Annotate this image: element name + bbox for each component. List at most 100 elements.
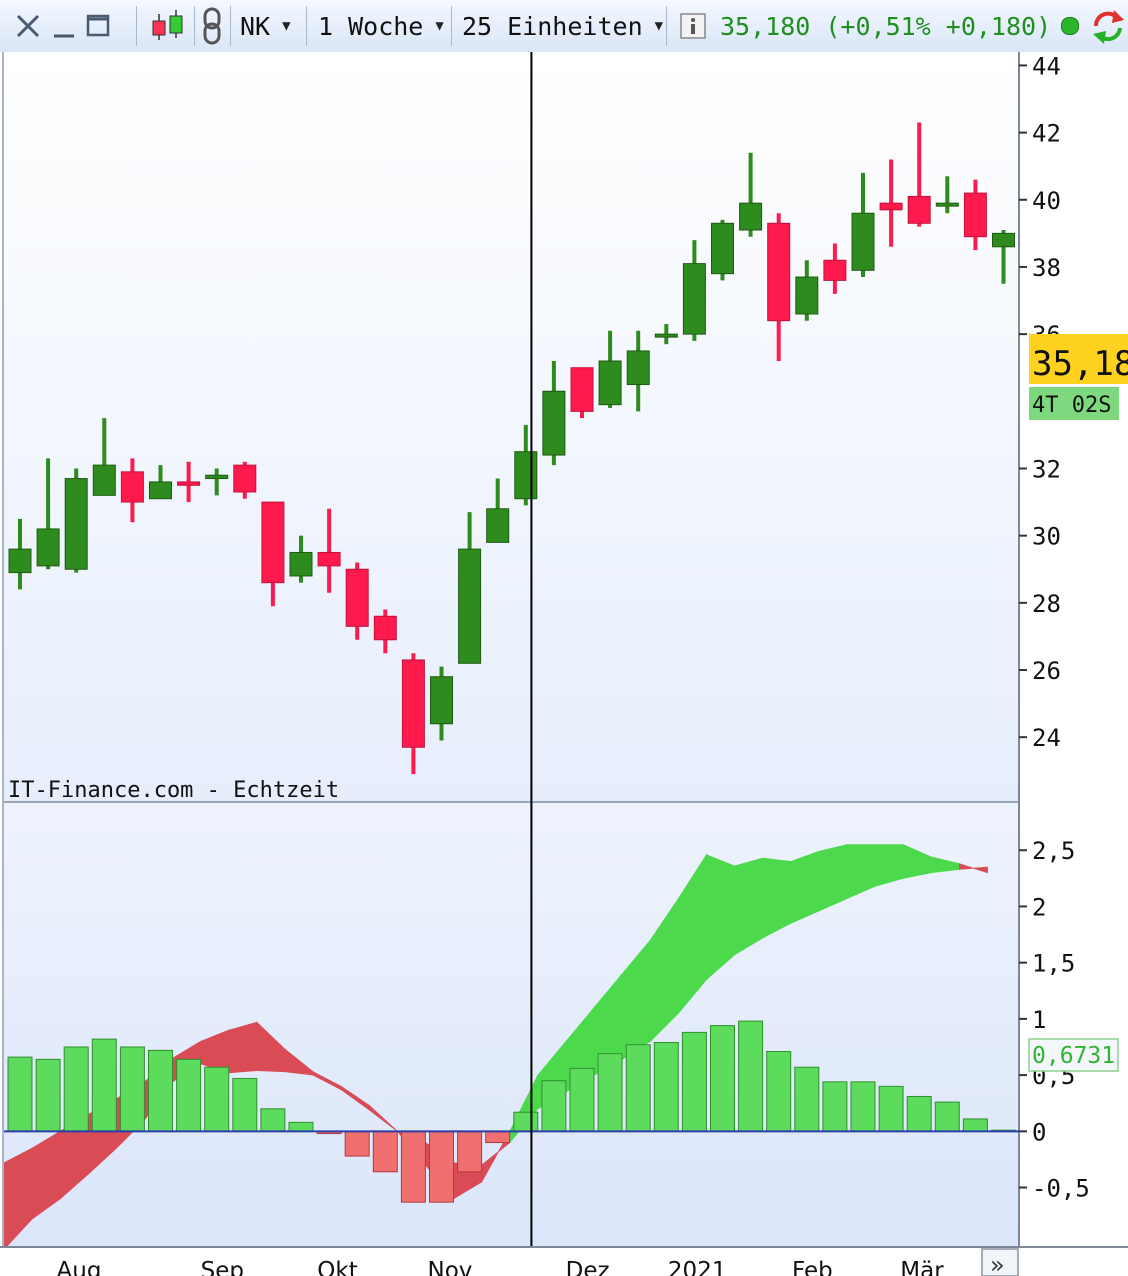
candle-body	[907, 195, 931, 224]
candle	[823, 243, 847, 294]
candle	[233, 461, 257, 499]
last-price-marker: 35,180	[1029, 334, 1128, 384]
candle	[879, 159, 903, 247]
histogram-bar	[91, 1038, 117, 1132]
candle	[963, 179, 987, 251]
candle	[401, 653, 425, 775]
histogram-bar	[344, 1130, 370, 1157]
macd-value-marker: 0,6731	[1028, 1038, 1119, 1072]
toolbar: NK ▼ 1 Woche ▼ 25 Einheiten ▼ 35,180 (+0…	[0, 0, 1128, 53]
histogram-bar	[35, 1058, 61, 1132]
minimize-button[interactable]	[52, 0, 76, 52]
quote-text: 35,180 (+0,51% +0,180)	[720, 11, 1052, 41]
candle	[261, 501, 285, 607]
candles	[8, 122, 1015, 775]
histogram-bar	[176, 1058, 202, 1132]
candle	[64, 468, 88, 573]
candle-body	[345, 568, 369, 627]
units-dropdown[interactable]: 25 Einheiten ▼	[462, 0, 663, 52]
candle-body	[542, 390, 566, 456]
histogram-bar	[372, 1130, 398, 1173]
candle-body	[149, 481, 172, 500]
candle-body	[570, 367, 594, 412]
macd-axis[interactable]: 2,521,510,50-0,5	[1019, 837, 1090, 1203]
candle	[317, 508, 341, 593]
candle	[486, 478, 510, 543]
candle	[345, 562, 369, 640]
candle	[289, 535, 313, 583]
histogram-bar	[400, 1130, 426, 1203]
quote-display: 35,180 (+0,51% +0,180)	[720, 0, 1080, 52]
countdown-bg	[1029, 387, 1119, 420]
refresh-button[interactable]	[1088, 0, 1128, 52]
candle	[373, 609, 397, 654]
cloud-segment	[734, 857, 764, 956]
symbol-dropdown[interactable]: NK ▼	[240, 0, 291, 52]
candle-body	[654, 333, 678, 338]
candle	[626, 330, 650, 412]
candle	[682, 240, 706, 341]
candle	[598, 330, 622, 409]
chevron-down-icon: ▼	[435, 18, 444, 34]
candle-body	[682, 263, 706, 335]
candle	[458, 512, 482, 664]
candle-body	[373, 615, 397, 641]
candle-body	[64, 478, 88, 570]
link-button[interactable]	[200, 0, 224, 52]
candle-body	[317, 551, 341, 567]
time-axis[interactable]: Aug Sep Okt Nov Dez 2021 Feb Mär	[57, 1258, 945, 1276]
candle-body	[739, 202, 763, 231]
price-tick-label: 30	[1032, 523, 1061, 551]
candle-body	[92, 464, 116, 496]
histogram-bar	[850, 1081, 876, 1132]
month-label: Dez	[566, 1258, 610, 1276]
minimize-icon	[54, 34, 74, 38]
maximize-button[interactable]	[85, 0, 111, 52]
macd-tick-label: 0	[1032, 1118, 1046, 1146]
info-button[interactable]	[680, 0, 706, 52]
histogram-bar	[794, 1066, 820, 1132]
candle-body	[795, 276, 819, 315]
data-credit: IT-Finance.com - Echtzeit	[8, 778, 339, 803]
candle-body	[626, 350, 650, 386]
candle-body	[879, 202, 903, 211]
histogram-bar	[7, 1056, 33, 1132]
price-tick-label: 26	[1032, 657, 1061, 685]
chart-area: IT-Finance.com - Echtzeit 44424038363230…	[0, 52, 1128, 1276]
month-label: Feb	[792, 1258, 833, 1276]
cloud-segment	[228, 1021, 258, 1074]
price-panel[interactable]	[4, 52, 1019, 801]
histogram-bar	[260, 1108, 286, 1132]
scroll-right-button[interactable]: »	[981, 1248, 1019, 1276]
close-x-icon	[16, 14, 40, 38]
info-icon	[680, 13, 706, 39]
maximize-icon	[86, 14, 110, 37]
interval-dropdown[interactable]: 1 Woche ▼	[318, 0, 444, 52]
countdown-label: 4T 02S	[1032, 393, 1111, 418]
candle	[36, 458, 60, 570]
candle-body	[430, 676, 453, 725]
candle	[935, 176, 959, 214]
candle-body	[401, 659, 425, 748]
candle	[907, 122, 931, 227]
histogram-bar	[962, 1118, 988, 1132]
candle-body	[514, 451, 538, 500]
price-tick-label: 28	[1032, 590, 1061, 618]
macd-value-label: 0,6731	[1032, 1043, 1115, 1069]
candle-body	[935, 202, 959, 207]
candle	[177, 461, 201, 503]
month-label: Okt	[317, 1258, 357, 1276]
candle	[711, 219, 734, 281]
price-tick-label: 44	[1032, 52, 1061, 80]
candle-body	[233, 464, 257, 493]
price-tick-label: 38	[1032, 254, 1061, 282]
chart-type-button[interactable]	[150, 0, 186, 52]
cloud-segment	[762, 857, 792, 939]
close-button[interactable]	[14, 0, 42, 52]
candle-body	[823, 259, 847, 281]
candle-body	[992, 232, 1015, 248]
candle	[767, 213, 791, 362]
histogram-bar	[597, 1053, 623, 1132]
candle-body	[711, 222, 734, 275]
price-tick-label: 42	[1032, 120, 1061, 148]
